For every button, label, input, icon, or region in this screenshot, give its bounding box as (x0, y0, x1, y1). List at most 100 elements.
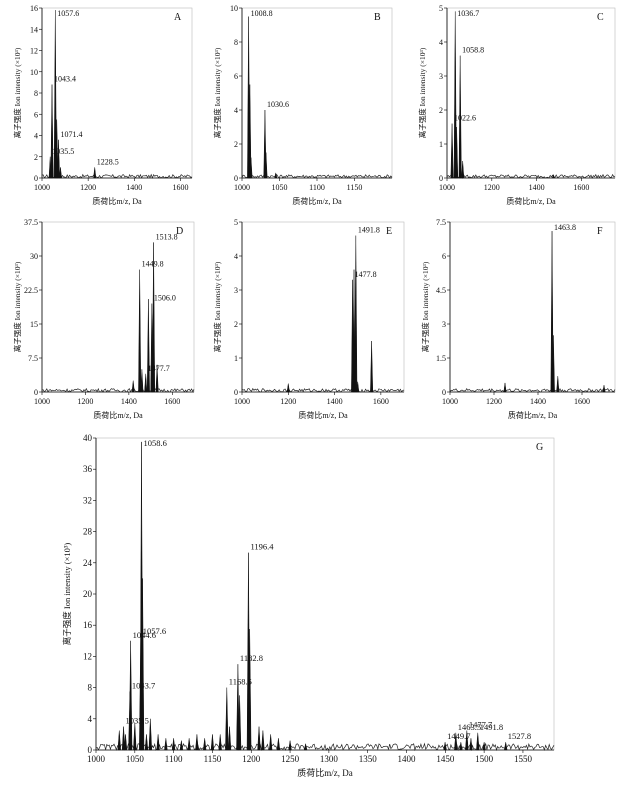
spectrum-peak (274, 172, 278, 179)
y-axis-title: 离子强度 Ion intensity (×10³) (212, 47, 222, 138)
x-tick-label: 1250 (281, 754, 300, 764)
peak-label: 1477.8 (355, 270, 377, 279)
y-tick-label: 12 (83, 651, 92, 661)
spectrum-peak (144, 373, 148, 393)
panel-g: 1000 1050 1100 1150 1200 1250 1300 1350 1400 1450… (62, 433, 555, 778)
y-tick-label: 0 (442, 388, 446, 397)
x-tick-label: 1000 (234, 397, 250, 406)
peak-label: 1449.8 (142, 260, 164, 269)
panel-b: 1000 1050 1100 1150 0 2 4 6 8 10 质荷比m/z, Da 离子强度 Io… (212, 4, 393, 206)
y-tick-label: 14 (30, 25, 38, 34)
peak-label: 1168.5 (229, 677, 252, 687)
x-axis-title: 质荷比m/z, Da (92, 196, 142, 206)
panel-letter: C (597, 12, 604, 23)
x-tick-label: 1200 (484, 183, 500, 192)
x-tick-label: 1600 (573, 183, 589, 192)
x-tick-label: 1400 (126, 183, 142, 192)
x-tick-label: 1100 (165, 754, 183, 764)
spectrum-peak (140, 369, 144, 393)
x-tick-label: 1200 (80, 183, 96, 192)
y-tick-label: 7.5 (28, 354, 38, 363)
x-axis-title: 质荷比m/z, Da (297, 767, 353, 778)
peak-label: 1491.8 (480, 722, 503, 732)
x-axis-title: 质荷比m/z, Da (506, 196, 556, 206)
peak-label: 1030.6 (267, 100, 289, 109)
x-tick-label: 1500 (475, 754, 494, 764)
y-tick-label: 0 (439, 174, 443, 183)
spectrum-peak (140, 578, 145, 751)
spectrum-peak (354, 235, 358, 393)
peak-label: 1491.8 (358, 226, 380, 235)
x-tick-label: 1050 (126, 754, 145, 764)
panel-letter: E (386, 226, 392, 237)
x-tick-label: 1600 (373, 397, 389, 406)
y-tick-label: 2 (234, 320, 238, 329)
y-tick-label: 2 (439, 106, 443, 115)
spectrum-peak (248, 629, 252, 751)
x-tick-label: 1350 (359, 754, 378, 764)
y-tick-label: 2 (234, 140, 238, 149)
peak-label: 1058.6 (143, 438, 166, 448)
y-tick-label: 12 (30, 47, 38, 56)
y-tick-label: 0 (34, 174, 38, 183)
spectrum-peak (156, 734, 160, 751)
y-tick-label: 5 (439, 4, 443, 13)
panel-e: 1000 1200 1400 1600 0 1 2 3 4 5 质荷比m/z, Da 离子强度 Ion… (212, 218, 405, 420)
x-axis-title: 质荷比m/z, Da (292, 196, 342, 206)
baseline-noise (446, 173, 616, 179)
y-axis-title: 离子强度 Ion intensity (×10³) (12, 47, 22, 138)
y-tick-label: 28 (83, 527, 93, 537)
spectrum-peak (131, 380, 135, 393)
spectrum-peak (57, 139, 60, 179)
spectrum-peak (225, 687, 229, 751)
spectrum-peak (469, 738, 473, 751)
y-axis-title: 离子强度 Ion intensity (×10³) (62, 543, 72, 646)
spectrum-peak (50, 84, 54, 179)
peak-label: 1044.6 (133, 630, 156, 640)
y-tick-label: 4.5 (436, 286, 446, 295)
panel-letter: D (176, 226, 183, 237)
y-tick-label: 40 (83, 433, 93, 443)
spectrum-peak (602, 385, 606, 393)
y-tick-label: 0 (88, 745, 93, 755)
baseline-noise (449, 387, 616, 393)
spectrum-peak (171, 738, 176, 751)
x-tick-label: 1450 (436, 754, 455, 764)
y-tick-label: 15 (30, 320, 38, 329)
x-tick-label: 1300 (320, 754, 339, 764)
y-tick-label: 36 (83, 464, 93, 474)
y-tick-label: 0 (234, 388, 238, 397)
peak-label: 1058.8 (462, 46, 484, 55)
panel-letter: B (374, 12, 381, 23)
spectrum-peak (556, 376, 560, 393)
peak-label: 1196.4 (250, 542, 274, 552)
y-tick-label: 5 (234, 218, 238, 227)
y-tick-label: 4 (439, 38, 443, 47)
peak-label: 1071.4 (60, 130, 82, 139)
peak-label: 1043.4 (54, 75, 76, 84)
y-axis-title: 离子强度 Ion intensity (×10³) (212, 261, 222, 352)
y-tick-label: 16 (83, 620, 93, 630)
spectrum-peak (268, 734, 273, 751)
plot-frame (95, 437, 555, 751)
peak-label: 1043.7 (132, 681, 155, 691)
y-tick-label: 0 (34, 388, 38, 397)
peak-label: 1035.5 (52, 147, 74, 156)
y-tick-label: 4 (88, 714, 93, 724)
spectrum-peak (210, 734, 215, 751)
y-tick-label: 1 (439, 140, 443, 149)
plot-frame (241, 221, 405, 393)
x-tick-label: 1000 (234, 183, 250, 192)
spectrum-peak (202, 738, 207, 751)
baseline-noise (41, 173, 193, 179)
y-tick-label: 4 (234, 106, 238, 115)
y-tick-label: 30 (30, 252, 38, 261)
spectrum-peak (218, 734, 222, 751)
x-tick-label: 1400 (121, 397, 137, 406)
y-tick-label: 6 (234, 72, 238, 81)
spectrum-peak (261, 730, 265, 751)
peak-label: 1463.5 (458, 722, 481, 732)
spectrum-peak (195, 734, 199, 751)
panel-a: 1000 1200 1400 1600 0 2 4 6 8 10 12 14 16 质荷比m/z, Da 离… (12, 4, 193, 206)
